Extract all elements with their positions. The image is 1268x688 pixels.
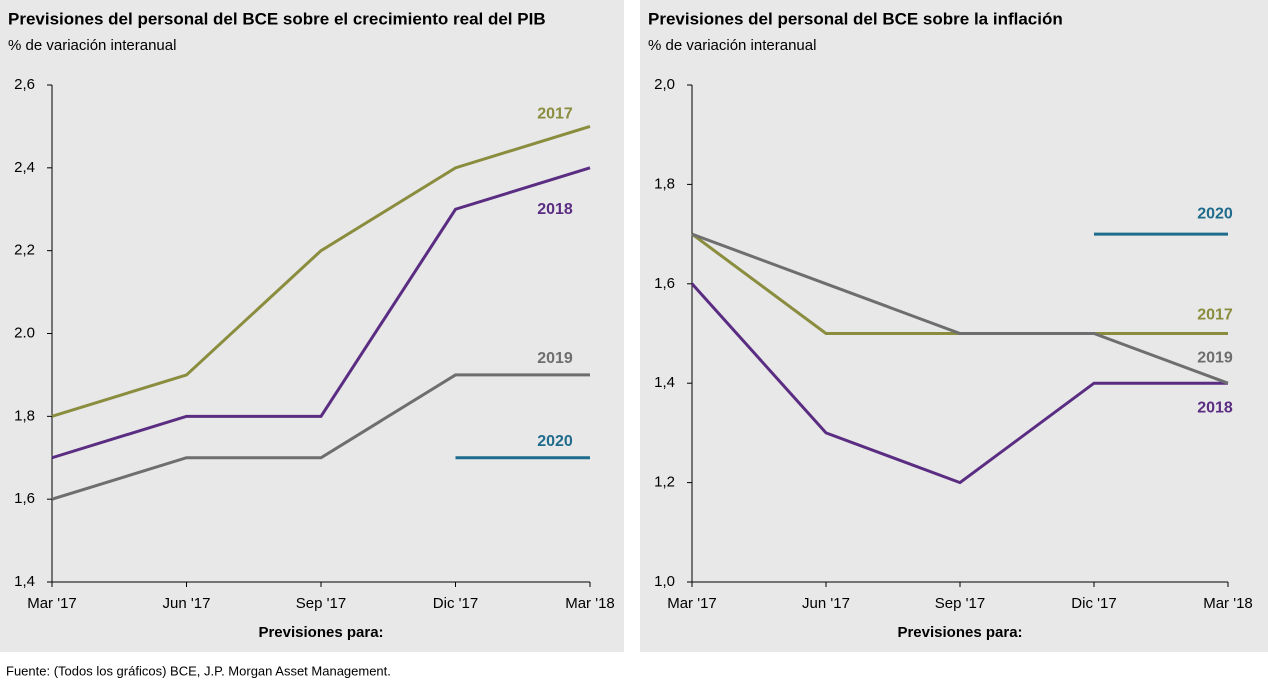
x-tick-label: Dic '17 xyxy=(433,595,478,612)
series-line xyxy=(51,373,590,501)
subtitle: % de variación interanual xyxy=(8,37,176,54)
series-label: 2020 xyxy=(1197,205,1233,222)
series-line xyxy=(690,282,1228,485)
x-tick-label: Sep '17 xyxy=(935,595,985,612)
x-tick-label: Mar '17 xyxy=(667,595,717,612)
series-label: 2018 xyxy=(1197,399,1233,416)
y-tick-label: 2,2 xyxy=(14,242,35,259)
y-tick-label: 2,4 xyxy=(14,159,35,176)
series-line xyxy=(51,124,591,418)
x-tick-label: Mar '18 xyxy=(565,595,615,612)
series-label: 2019 xyxy=(537,350,573,367)
panel xyxy=(0,0,624,652)
series-label: 2018 xyxy=(537,201,573,218)
chart-title: Previsiones del personal del BCE sobre l… xyxy=(648,9,1063,28)
y-tick-label: 1,6 xyxy=(14,490,35,507)
y-tick-label: 1,4 xyxy=(654,374,675,391)
series-label: 2017 xyxy=(537,106,573,123)
chart-title: Previsiones del personal del BCE sobre e… xyxy=(8,9,546,28)
y-tick-label: 1,8 xyxy=(654,175,675,192)
series-label: 2019 xyxy=(1197,349,1233,366)
x-tick-label: Jun '17 xyxy=(802,595,850,612)
x-tick-label: Dic '17 xyxy=(1071,595,1116,612)
x-tick-label: Jun '17 xyxy=(163,595,211,612)
y-tick-label: 2,0 xyxy=(654,76,675,93)
subtitle: % de variación interanual xyxy=(648,37,816,54)
y-tick-label: 1,6 xyxy=(654,275,675,292)
y-tick-label: 1,4 xyxy=(14,573,35,590)
x-tick-label: Sep '17 xyxy=(296,595,346,612)
x-axis-label: Previsiones para: xyxy=(897,624,1022,641)
x-tick-label: Mar '17 xyxy=(27,595,77,612)
x-tick-label: Mar '18 xyxy=(1203,595,1253,612)
y-tick-label: 1,2 xyxy=(654,474,675,491)
series-line xyxy=(691,232,1229,385)
source: Fuente: (Todos los gráficos) BCE, J.P. M… xyxy=(6,663,391,678)
y-tick-label: 2.0 xyxy=(14,324,35,341)
y-tick-label: 1,0 xyxy=(654,573,675,590)
series-label: 2017 xyxy=(1197,307,1233,324)
x-axis-label: Previsiones para: xyxy=(258,624,383,641)
series-label: 2020 xyxy=(537,433,573,450)
y-tick-label: 2,6 xyxy=(14,76,35,93)
panel xyxy=(640,0,1268,652)
series-line xyxy=(51,166,591,460)
y-tick-label: 1,8 xyxy=(14,407,35,424)
